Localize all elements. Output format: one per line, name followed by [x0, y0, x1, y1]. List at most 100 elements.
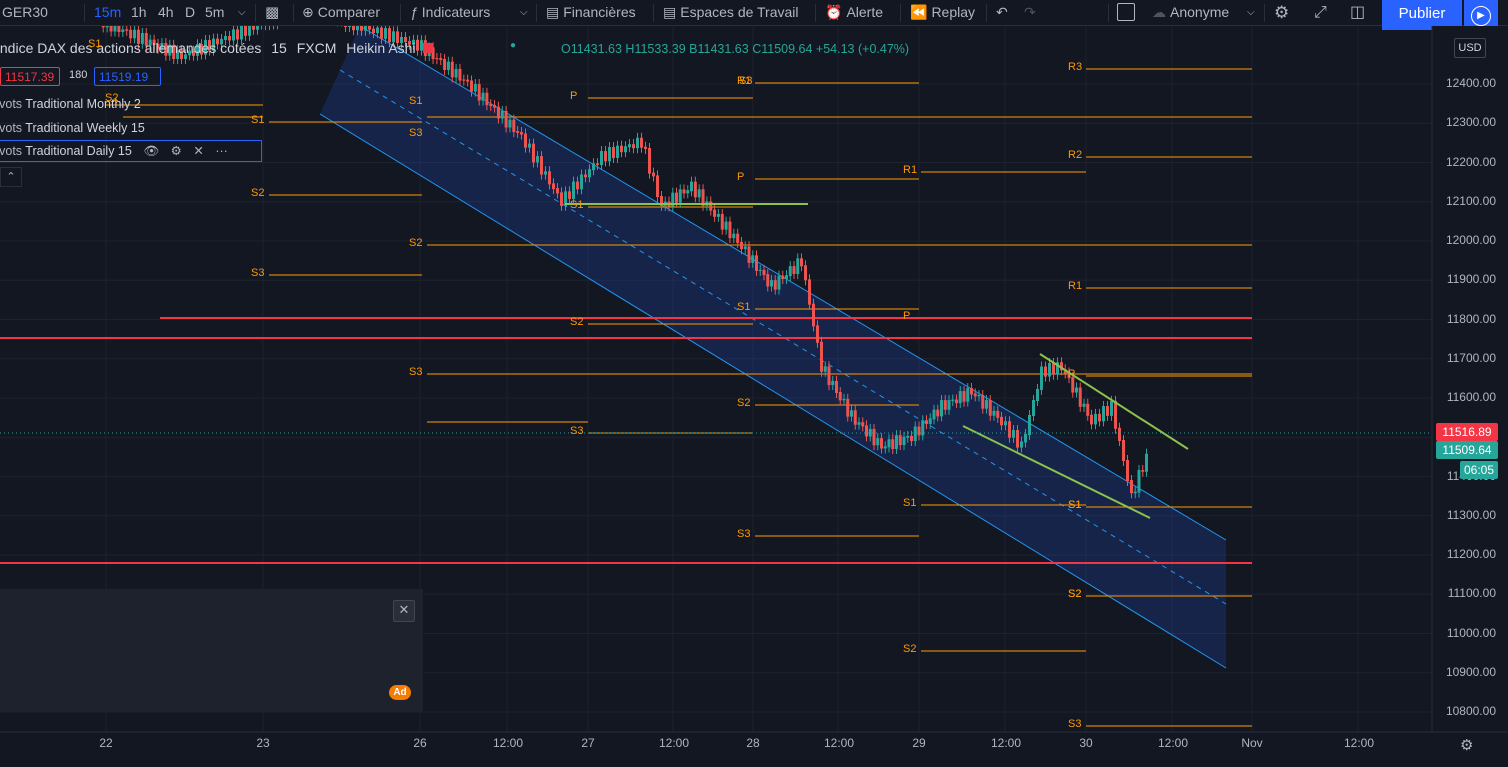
time-label: 12:00 — [659, 736, 690, 750]
indicator-prefix: Pivots — [0, 121, 23, 135]
candle-body — [816, 325, 819, 343]
candle-body — [1133, 491, 1137, 494]
trendline-upper[interactable] — [1039, 353, 1189, 450]
candle-body — [184, 54, 187, 59]
trendline-lower[interactable] — [962, 425, 1151, 519]
fullscreen-square-icon[interactable] — [1117, 3, 1135, 21]
candle-body — [962, 391, 966, 402]
layout-name-button[interactable]: ☁ Anonyme — [1152, 0, 1229, 26]
candle-body — [148, 39, 152, 46]
more-icon[interactable]: ··· — [215, 144, 228, 158]
play-icon[interactable]: ▶ — [1464, 0, 1498, 30]
close-icon[interactable]: ✕ — [193, 144, 204, 158]
redo-icon[interactable]: ↷ — [1024, 4, 1036, 20]
camera-icon[interactable]: ◫ — [1350, 4, 1366, 21]
candle-body — [400, 37, 403, 44]
interval-4h[interactable]: 4h — [158, 4, 174, 20]
bar-style-icon[interactable]: ▩ — [265, 4, 280, 21]
chart-canvas[interactable] — [0, 26, 1508, 767]
candle-body — [528, 143, 531, 148]
chevron-down-icon[interactable]: ⌵ — [238, 7, 246, 18]
candle-body — [592, 163, 595, 171]
candle-body — [985, 400, 988, 409]
gear-icon[interactable]: ⚙ — [170, 144, 182, 158]
interval-1h[interactable]: 1h — [131, 4, 147, 20]
pivot-label: S2 — [409, 237, 423, 249]
sell-price-button[interactable]: 11517.39 — [0, 67, 60, 86]
candle-body — [236, 29, 239, 40]
candle-body — [913, 426, 917, 442]
buy-price-button[interactable]: 11519.19 — [94, 67, 161, 86]
time-label: 29 — [912, 736, 926, 750]
candle-body — [473, 84, 477, 92]
price-label: 12400.00 — [1445, 76, 1496, 90]
interval-15m[interactable]: 15m — [94, 4, 122, 20]
candle-body — [144, 32, 148, 46]
flag-icon[interactable] — [423, 43, 434, 53]
candle-body — [508, 119, 512, 128]
indicators-button[interactable]: ƒ Indicateurs — [410, 0, 490, 26]
last-price-badge: 11509.64 — [1436, 441, 1498, 459]
workspaces-button[interactable]: ▤ Espaces de Travail — [663, 0, 799, 26]
candle-body — [751, 255, 755, 263]
channel-upper-line[interactable] — [359, 26, 1227, 541]
compare-button[interactable]: ⊕ Comparer — [302, 0, 380, 26]
candle-body — [392, 31, 395, 43]
indicator-legend-daily[interactable]: Pivots Traditional Daily 15 👁 ⚙ ✕ ··· — [0, 140, 262, 162]
currency-button[interactable]: USD — [1454, 38, 1486, 58]
candle-body — [693, 181, 697, 198]
candle-body — [408, 41, 411, 45]
candle-body — [113, 26, 117, 32]
candle-body — [208, 40, 211, 51]
candle-body — [861, 422, 865, 427]
alert-button[interactable]: ⏰ Alerte — [825, 0, 883, 26]
candle-body — [709, 201, 713, 211]
close-icon[interactable]: ✕ — [393, 600, 415, 622]
indicators-label: Indicateurs — [421, 4, 491, 20]
candle-body — [416, 39, 419, 51]
collapse-legend-button[interactable]: ⌃ — [0, 167, 22, 187]
financials-button[interactable]: ▤ Financières — [546, 0, 636, 26]
candle-body — [240, 26, 243, 40]
chevron-down-icon[interactable]: ⌵ — [520, 7, 528, 18]
undo-icon[interactable]: ↶ — [996, 4, 1008, 20]
candle-body — [808, 279, 811, 305]
publish-button[interactable]: Publier — [1382, 0, 1462, 30]
candle-body — [804, 265, 807, 281]
financials-label: Financières — [563, 4, 636, 20]
gear-icon[interactable]: ⚙ — [1460, 737, 1474, 754]
candle-body — [632, 144, 635, 149]
candle-body — [443, 58, 447, 71]
candle-body — [600, 151, 603, 166]
candle-body — [481, 92, 485, 101]
candle-body — [450, 61, 454, 78]
channel-mid-line[interactable] — [339, 69, 1227, 605]
pivot-label: S2 — [1068, 588, 1082, 600]
gear-icon[interactable]: ⚙ — [1274, 3, 1290, 22]
eye-icon[interactable]: 👁 — [143, 144, 160, 158]
indicator-legend-weekly[interactable]: Pivots Traditional Weekly 15 — [0, 121, 145, 135]
candle-body — [724, 221, 728, 230]
candle-body — [388, 28, 391, 43]
candle-body — [701, 189, 705, 206]
indicator-prefix: Pivots — [0, 144, 23, 158]
price-axis-bg — [1432, 26, 1508, 732]
candle-body — [947, 400, 951, 410]
expand-icon[interactable]: ⤢ — [1314, 4, 1327, 21]
interval-d[interactable]: D — [185, 4, 196, 20]
candle-body — [910, 435, 913, 442]
channel-lower-line[interactable] — [319, 113, 1227, 669]
candle-body — [1094, 413, 1097, 425]
candle-body — [252, 26, 255, 30]
symbol-search[interactable]: GER30 — [2, 0, 48, 26]
interval-5m[interactable]: 5m — [205, 4, 225, 20]
symbol-legend[interactable]: Indice DAX des actions allemandes cotées… — [0, 40, 434, 56]
indicator-legend-monthly[interactable]: Pivots Traditional Monthly 2 — [0, 97, 141, 111]
regression-channel[interactable] — [320, 26, 1226, 668]
candle-body — [1004, 421, 1007, 426]
candle-body — [876, 438, 880, 446]
candle-body — [133, 29, 137, 39]
chevron-down-icon[interactable]: ⌵ — [1247, 7, 1255, 18]
replay-button[interactable]: ⏪ Replay — [910, 0, 975, 26]
candle-body — [624, 146, 627, 153]
